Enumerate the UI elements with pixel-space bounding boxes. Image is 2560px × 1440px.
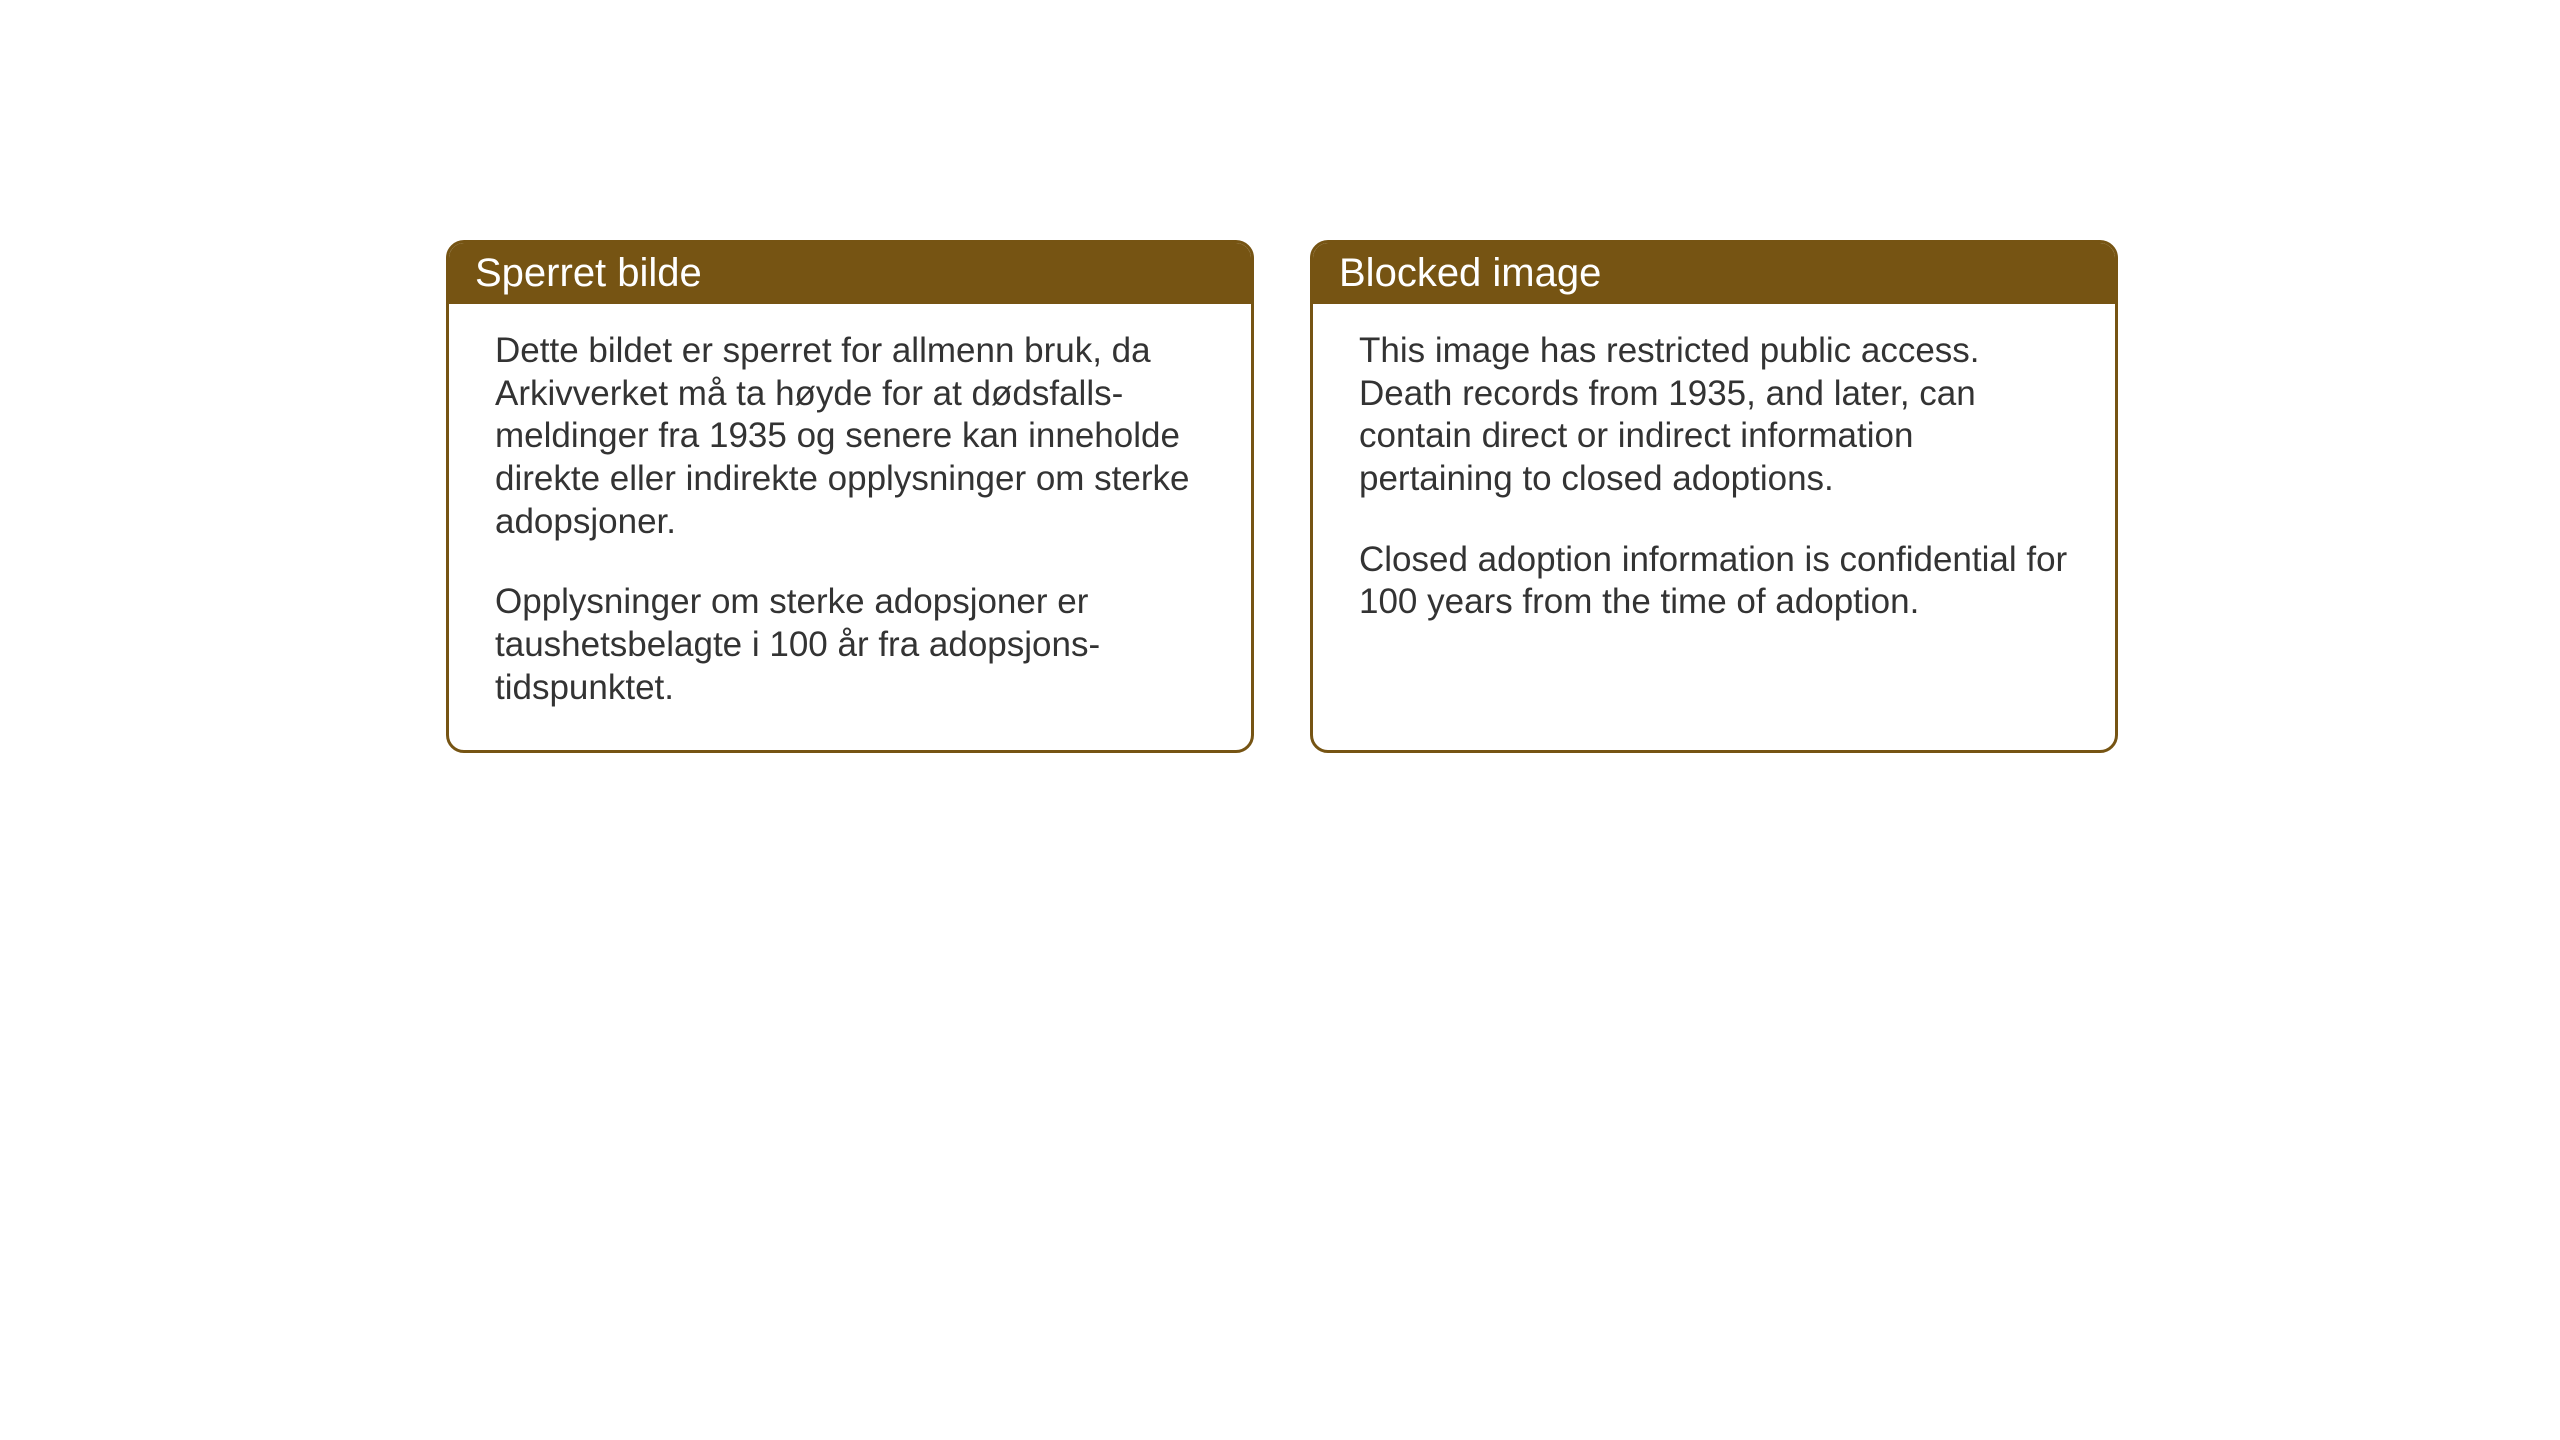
card-english: Blocked image This image has restricted … (1310, 240, 2118, 753)
card-norwegian-title: Sperret bilde (475, 251, 702, 295)
card-english-body: This image has restricted public access.… (1313, 304, 2115, 664)
card-english-paragraph-2: Closed adoption information is confident… (1359, 539, 2069, 624)
card-english-title: Blocked image (1339, 251, 1601, 295)
card-english-header: Blocked image (1313, 243, 2115, 304)
card-norwegian: Sperret bilde Dette bildet er sperret fo… (446, 240, 1254, 753)
card-norwegian-paragraph-2: Opplysninger om sterke adopsjoner er tau… (495, 581, 1205, 709)
card-norwegian-paragraph-1: Dette bildet er sperret for allmenn bruk… (495, 330, 1205, 543)
card-norwegian-body: Dette bildet er sperret for allmenn bruk… (449, 304, 1251, 750)
card-norwegian-header: Sperret bilde (449, 243, 1251, 304)
card-english-paragraph-1: This image has restricted public access.… (1359, 330, 2069, 501)
cards-container: Sperret bilde Dette bildet er sperret fo… (446, 240, 2118, 753)
